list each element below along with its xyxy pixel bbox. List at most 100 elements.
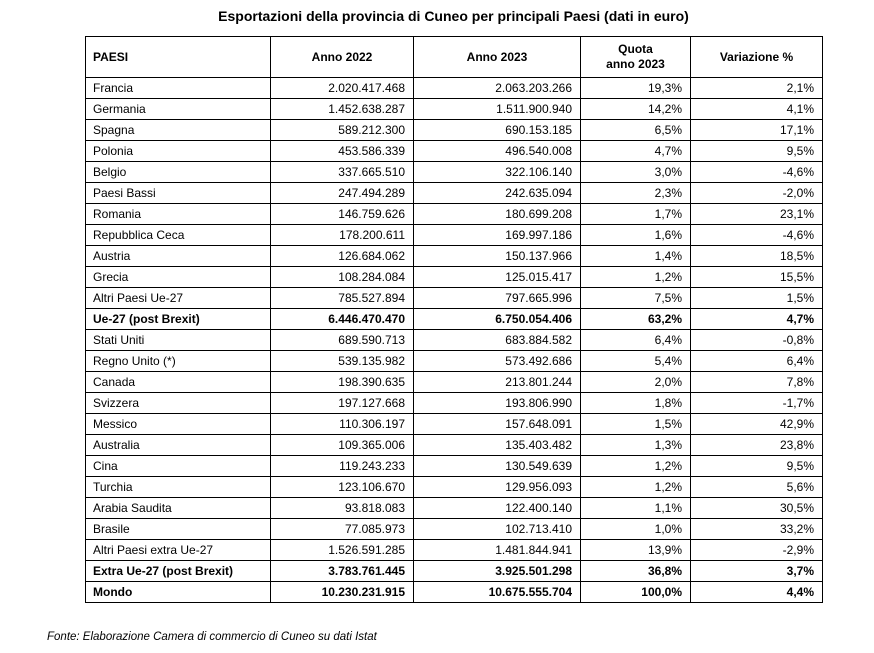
- table-row: Romania 146.759.626 180.699.208 1,7% 23,1%: [85, 203, 823, 225]
- cell-quota: 1,2%: [580, 455, 691, 477]
- table-row: Australia 109.365.006 135.403.482 1,3% 23,8%: [85, 434, 823, 456]
- cell-anno2022: 785.527.894: [270, 287, 414, 309]
- table-row: Spagna 589.212.300 690.153.185 6,5% 17,1%: [85, 119, 823, 141]
- table-row: Canada 198.390.635 213.801.244 2,0% 7,8%: [85, 371, 823, 393]
- cell-quota: 1,1%: [580, 497, 691, 519]
- header-anno-2023: Anno 2023: [413, 36, 581, 78]
- cell-anno2022: 1.452.638.287: [270, 98, 414, 120]
- cell-anno2023: 3.925.501.298: [413, 560, 581, 582]
- cell-paesi: Australia: [85, 434, 271, 456]
- cell-variazione: 2,1%: [690, 77, 823, 99]
- cell-quota: 1,5%: [580, 413, 691, 435]
- cell-anno2022: 198.390.635: [270, 371, 414, 393]
- cell-anno2023: 496.540.008: [413, 140, 581, 162]
- cell-anno2023: 129.956.093: [413, 476, 581, 498]
- header-row: PAESI Anno 2022 Anno 2023 Quota anno 202…: [85, 36, 823, 78]
- table-row: Extra Ue-27 (post Brexit) 3.783.761.445 3.…: [85, 560, 823, 582]
- cell-paesi: Altri Paesi extra Ue-27: [85, 539, 271, 561]
- cell-paesi: Germania: [85, 98, 271, 120]
- table-row: Regno Unito (*) 539.135.982 573.492.686 5,4…: [85, 350, 823, 372]
- cell-paesi: Francia: [85, 77, 271, 99]
- cell-anno2022: 539.135.982: [270, 350, 414, 372]
- cell-quota: 2,3%: [580, 182, 691, 204]
- table-row: Polonia 453.586.339 496.540.008 4,7% 9,5%: [85, 140, 823, 162]
- cell-variazione: 5,6%: [690, 476, 823, 498]
- cell-paesi: Romania: [85, 203, 271, 225]
- cell-anno2022: 10.230.231.915: [270, 581, 414, 603]
- cell-anno2022: 6.446.470.470: [270, 308, 414, 330]
- cell-variazione: 30,5%: [690, 497, 823, 519]
- cell-quota: 1,7%: [580, 203, 691, 225]
- table-row: Arabia Saudita 93.818.083 122.400.140 1,1% 3…: [85, 497, 823, 519]
- header-anno-2022: Anno 2022: [270, 36, 414, 78]
- cell-quota: 13,9%: [580, 539, 691, 561]
- cell-quota: 36,8%: [580, 560, 691, 582]
- cell-anno2022: 689.590.713: [270, 329, 414, 351]
- cell-anno2022: 337.665.510: [270, 161, 414, 183]
- cell-variazione: 42,9%: [690, 413, 823, 435]
- cell-quota: 5,4%: [580, 350, 691, 372]
- table-row: Turchia 123.106.670 129.956.093 1,2% 5,6%: [85, 476, 823, 498]
- cell-quota: 3,0%: [580, 161, 691, 183]
- cell-quota: 4,7%: [580, 140, 691, 162]
- cell-variazione: -1,7%: [690, 392, 823, 414]
- cell-paesi: Cina: [85, 455, 271, 477]
- cell-quota: 1,2%: [580, 266, 691, 288]
- table-row: Messico 110.306.197 157.648.091 1,5% 42,9%: [85, 413, 823, 435]
- cell-quota: 14,2%: [580, 98, 691, 120]
- cell-anno2023: 125.015.417: [413, 266, 581, 288]
- cell-paesi: Altri Paesi Ue-27: [85, 287, 271, 309]
- cell-anno2022: 3.783.761.445: [270, 560, 414, 582]
- table-row: Brasile 77.085.973 102.713.410 1,0% 33,2%: [85, 518, 823, 540]
- cell-anno2023: 157.648.091: [413, 413, 581, 435]
- cell-paesi: Regno Unito (*): [85, 350, 271, 372]
- page-title: Esportazioni della provincia di Cuneo pe…: [218, 8, 689, 24]
- table-row: Francia 2.020.417.468 2.063.203.266 19,3% 2,…: [85, 77, 823, 99]
- cell-variazione: 23,1%: [690, 203, 823, 225]
- cell-variazione: -2,9%: [690, 539, 823, 561]
- header-quota-anno-2023: Quota anno 2023: [580, 36, 691, 78]
- table-body: Francia 2.020.417.468 2.063.203.266 19,3% 2,…: [85, 77, 823, 603]
- table-row: Altri Paesi Ue-27 785.527.894 797.665.996 7…: [85, 287, 823, 309]
- cell-anno2023: 122.400.140: [413, 497, 581, 519]
- cell-anno2023: 2.063.203.266: [413, 77, 581, 99]
- header-variazione: Variazione %: [690, 36, 823, 78]
- cell-anno2023: 169.997.186: [413, 224, 581, 246]
- cell-paesi: Ue-27 (post Brexit): [85, 308, 271, 330]
- cell-quota: 19,3%: [580, 77, 691, 99]
- cell-anno2023: 130.549.639: [413, 455, 581, 477]
- cell-anno2022: 109.365.006: [270, 434, 414, 456]
- cell-quota: 1,0%: [580, 518, 691, 540]
- cell-anno2023: 1.481.844.941: [413, 539, 581, 561]
- cell-variazione: 33,2%: [690, 518, 823, 540]
- cell-paesi: Stati Uniti: [85, 329, 271, 351]
- cell-variazione: -0,8%: [690, 329, 823, 351]
- cell-quota: 1,6%: [580, 224, 691, 246]
- cell-anno2023: 573.492.686: [413, 350, 581, 372]
- cell-variazione: 15,5%: [690, 266, 823, 288]
- cell-variazione: 23,8%: [690, 434, 823, 456]
- table-row: Cina 119.243.233 130.549.639 1,2% 9,5%: [85, 455, 823, 477]
- table-row: Paesi Bassi 247.494.289 242.635.094 2,3% -2,…: [85, 182, 823, 204]
- cell-anno2023: 193.806.990: [413, 392, 581, 414]
- table-header: PAESI Anno 2022 Anno 2023 Quota anno 202…: [85, 36, 823, 78]
- table-row: Belgio 337.665.510 322.106.140 3,0% -4,6%: [85, 161, 823, 183]
- cell-paesi: Grecia: [85, 266, 271, 288]
- cell-variazione: 3,7%: [690, 560, 823, 582]
- cell-anno2023: 797.665.996: [413, 287, 581, 309]
- cell-anno2022: 108.284.084: [270, 266, 414, 288]
- table-row: Stati Uniti 689.590.713 683.884.582 6,4% -0,…: [85, 329, 823, 351]
- table-row: Svizzera 197.127.668 193.806.990 1,8% -1,7%: [85, 392, 823, 414]
- cell-paesi: Brasile: [85, 518, 271, 540]
- table-row: Austria 126.684.062 150.137.966 1,4% 18,5%: [85, 245, 823, 267]
- table-row: Altri Paesi extra Ue-27 1.526.591.285 1.48…: [85, 539, 823, 561]
- cell-paesi: Mondo: [85, 581, 271, 603]
- cell-paesi: Svizzera: [85, 392, 271, 414]
- table-row: Mondo 10.230.231.915 10.675.555.704 100,0% 4…: [85, 581, 823, 603]
- cell-quota: 100,0%: [580, 581, 691, 603]
- cell-quota: 7,5%: [580, 287, 691, 309]
- cell-quota: 6,5%: [580, 119, 691, 141]
- cell-anno2023: 213.801.244: [413, 371, 581, 393]
- table-row: Repubblica Ceca 178.200.611 169.997.186 1,6…: [85, 224, 823, 246]
